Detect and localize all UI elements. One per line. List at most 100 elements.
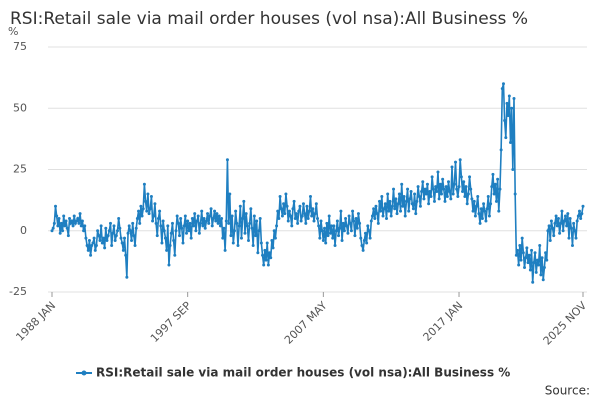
data-point	[209, 207, 213, 211]
data-point	[486, 194, 490, 198]
data-point	[303, 212, 307, 216]
data-point	[394, 197, 398, 201]
data-point	[187, 229, 191, 233]
y-tick-label: 0	[20, 224, 27, 237]
data-point	[461, 190, 465, 194]
data-point	[505, 101, 509, 105]
data-point	[379, 209, 383, 213]
data-point	[180, 226, 184, 230]
data-point	[456, 194, 460, 198]
data-point	[304, 221, 308, 225]
data-point	[69, 221, 73, 225]
data-point	[403, 214, 407, 218]
data-point	[82, 229, 86, 233]
data-point	[190, 217, 194, 220]
data-point	[439, 192, 443, 196]
data-point	[290, 224, 294, 228]
data-point	[132, 234, 136, 238]
data-point	[238, 204, 242, 208]
data-point	[556, 217, 560, 220]
data-point	[323, 226, 327, 230]
data-point	[395, 212, 399, 216]
data-point	[454, 160, 458, 164]
legend: RSI:Retail sale via mail order houses (v…	[76, 366, 510, 380]
data-point	[199, 221, 203, 225]
data-point	[227, 221, 231, 225]
data-point	[520, 236, 524, 240]
data-point	[239, 236, 243, 240]
data-point	[381, 214, 385, 218]
data-point	[256, 251, 260, 255]
x-tick-label: 1988 JAN	[13, 299, 58, 344]
data-point	[516, 248, 520, 252]
data-point	[532, 261, 536, 265]
data-point	[181, 241, 185, 245]
x-tick-label: 2017 JAN	[421, 299, 466, 344]
data-point	[285, 204, 289, 208]
data-point	[232, 229, 236, 233]
data-point	[92, 236, 96, 240]
data-point	[70, 219, 74, 223]
data-point	[59, 221, 63, 225]
data-point	[494, 199, 498, 203]
data-point	[546, 229, 550, 233]
data-point	[298, 204, 302, 208]
data-point	[432, 199, 436, 203]
data-point	[138, 221, 142, 225]
data-point	[50, 229, 54, 233]
data-point	[170, 221, 174, 225]
data-point	[464, 185, 468, 189]
data-point	[169, 231, 173, 235]
data-point	[221, 236, 225, 240]
data-point	[282, 202, 286, 206]
data-point	[367, 229, 371, 233]
data-point	[519, 258, 523, 262]
data-point	[200, 209, 204, 213]
y-axis-unit: %	[8, 25, 18, 38]
data-point	[413, 192, 417, 196]
data-point	[374, 204, 378, 208]
data-point	[175, 214, 179, 218]
data-point	[154, 221, 158, 225]
data-point	[63, 224, 67, 228]
data-point	[399, 209, 403, 213]
y-tick-label: 25	[13, 163, 27, 176]
data-point	[477, 212, 481, 216]
data-point	[251, 243, 255, 247]
data-point	[449, 197, 453, 201]
data-point	[245, 224, 249, 228]
data-point	[540, 256, 544, 260]
legend-marker	[81, 370, 87, 376]
data-point	[286, 219, 290, 223]
data-point	[173, 253, 177, 257]
data-point	[410, 202, 414, 206]
data-point	[563, 214, 567, 218]
data-point	[411, 207, 415, 211]
data-point	[275, 224, 279, 228]
data-point	[372, 207, 376, 211]
data-point	[263, 248, 267, 252]
data-point	[331, 236, 335, 240]
data-point	[311, 207, 315, 211]
data-point	[56, 224, 60, 228]
data-point	[437, 197, 441, 201]
data-point	[130, 239, 134, 243]
y-tick-label: 75	[13, 40, 27, 53]
data-point	[313, 212, 317, 216]
data-point	[547, 224, 551, 228]
data-point	[155, 234, 159, 238]
data-point	[501, 82, 505, 86]
data-point	[320, 229, 324, 233]
data-point	[141, 207, 145, 211]
data-point	[148, 207, 152, 211]
data-point	[225, 158, 229, 162]
data-point	[496, 177, 500, 181]
data-point	[497, 209, 501, 213]
data-point	[345, 224, 349, 228]
data-point	[230, 214, 234, 218]
data-point	[554, 214, 558, 218]
data-point	[279, 207, 283, 211]
data-point	[151, 219, 155, 223]
data-point	[213, 209, 217, 213]
data-point	[500, 87, 504, 91]
